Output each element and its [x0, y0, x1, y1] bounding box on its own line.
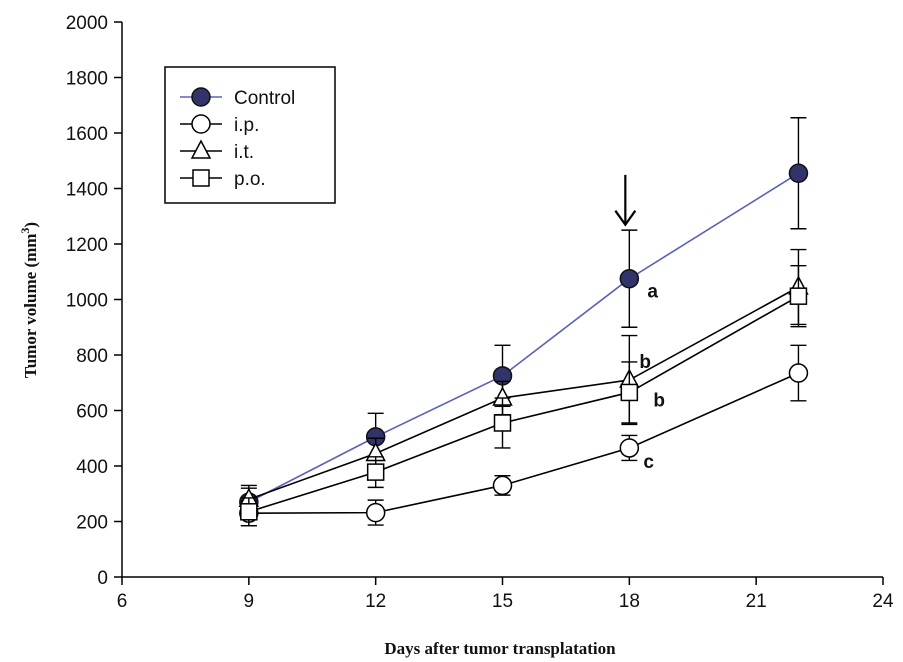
x-tick-label: 21	[746, 591, 767, 612]
data-point	[366, 463, 385, 481]
legend-item-i-p-: i.p.	[180, 114, 259, 136]
legend-label: i.p.	[234, 115, 259, 136]
y-tick-label: 1400	[66, 180, 108, 201]
annotation-label: b	[653, 390, 665, 411]
y-axis-title-main: Tumor volume (mm	[21, 234, 40, 379]
data-point	[619, 438, 640, 458]
x-tick-label: 12	[365, 591, 386, 612]
series-control	[239, 117, 809, 517]
data-point	[619, 268, 640, 289]
data-point	[365, 502, 386, 523]
axes: 0 200 400 600 800 1000 1200 1400 1600 1800 2000 6 9 1…	[66, 13, 894, 612]
series-line	[248, 372, 799, 514]
x-tick-label: 18	[619, 591, 640, 612]
y-axis-title-end: )	[21, 222, 40, 228]
annotation-label: a	[647, 282, 658, 303]
y-tick-label: 1000	[66, 291, 108, 312]
x-tick-label: 9	[244, 591, 255, 612]
legend-label: i.t.	[234, 142, 254, 163]
data-point	[240, 503, 258, 521]
y-tick-label: 400	[76, 457, 108, 478]
series-line	[248, 172, 799, 503]
y-tick-label: 1200	[66, 235, 108, 256]
x-tick-label: 15	[492, 591, 513, 612]
legend-label: p.o.	[234, 169, 266, 190]
data-point	[789, 287, 808, 305]
series-layer	[238, 117, 809, 527]
legend-marker	[190, 139, 212, 159]
y-tick-label: 600	[76, 402, 108, 423]
series-i-t-	[238, 248, 809, 514]
legend-label: Control	[234, 88, 295, 109]
series-i-p-	[239, 344, 809, 527]
arrow-head	[614, 210, 637, 227]
series-p-o-	[240, 264, 808, 527]
y-tick-label: 0	[97, 568, 108, 589]
data-point	[788, 163, 809, 183]
legend-item-i-t-: i.t.	[180, 139, 254, 163]
y-tick-label: 800	[76, 346, 108, 367]
y-axis-title-superscript: 3	[18, 228, 32, 234]
x-tick-label: 24	[872, 591, 894, 612]
y-axis-title: Tumor volume (mm3)	[18, 222, 40, 378]
x-tick-label: 6	[117, 591, 128, 612]
legend-marker	[192, 169, 210, 187]
y-tick-label: 200	[76, 513, 108, 534]
legend: Control i.p. i.t. p.o.	[164, 66, 336, 204]
y-tick-label: 1600	[66, 124, 108, 145]
data-point	[620, 383, 639, 402]
y-tick-label: 2000	[66, 13, 108, 34]
y-tick-label: 1800	[66, 69, 108, 90]
data-point	[788, 363, 809, 383]
data-point	[492, 475, 513, 496]
legend-marker	[191, 114, 211, 134]
legend-item-control: Control	[180, 87, 295, 109]
annotation-label: c	[643, 452, 654, 473]
annotations: a bb c	[614, 174, 665, 473]
legend-marker	[191, 87, 211, 107]
data-point	[493, 414, 512, 432]
x-axis-title: Days after tumor transplatation	[384, 639, 616, 658]
series-line	[248, 286, 799, 501]
legend-item-p-o-: p.o.	[180, 169, 266, 190]
annotation-label: b	[639, 352, 651, 373]
